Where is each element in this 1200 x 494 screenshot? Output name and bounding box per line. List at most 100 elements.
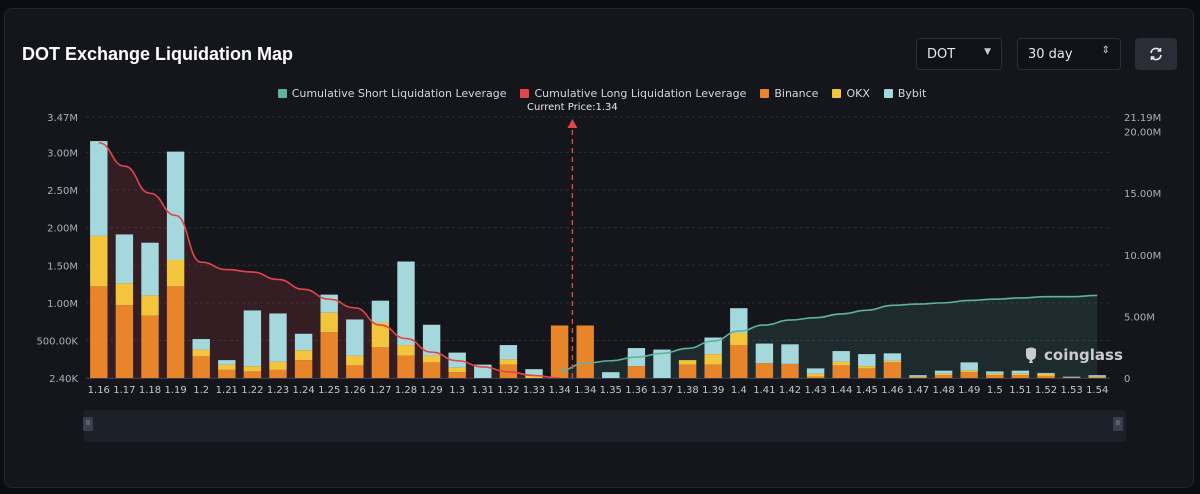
coin-select[interactable]: DOT ▼ <box>916 38 1002 70</box>
range-select[interactable]: 30 day ⇕ <box>1017 38 1121 70</box>
bar-binance <box>806 376 825 379</box>
zoom-handle-right[interactable]: II <box>1113 417 1123 431</box>
bar-bybit <box>115 234 134 284</box>
bar-bybit <box>986 371 1004 374</box>
bar-binance <box>448 372 466 379</box>
bar-okx <box>141 295 159 316</box>
bar-bybit <box>346 319 364 356</box>
refresh-button[interactable] <box>1135 38 1177 70</box>
bar-binance <box>1088 377 1106 379</box>
bar-okx <box>986 373 1004 376</box>
bar-bybit <box>397 261 415 346</box>
bar-binance <box>269 369 287 379</box>
bar-bybit <box>90 141 108 236</box>
legend-item[interactable]: OKX <box>832 87 870 100</box>
x-tick-label: 1.38 <box>676 385 698 396</box>
x-tick-label: 1.46 <box>881 385 903 396</box>
y-right-tick-label: 20.00M <box>1124 128 1161 139</box>
x-tick-label: 1.17 <box>113 385 135 396</box>
legend-swatch <box>277 89 287 98</box>
bar-binance <box>320 332 338 379</box>
legend-label: Bybit <box>897 87 927 100</box>
bar-binance <box>678 364 697 379</box>
page-title: DOT Exchange Liquidation Map <box>22 44 294 64</box>
bar-bybit <box>1062 376 1081 378</box>
x-tick-label: 1.39 <box>702 385 724 396</box>
x-tick-label: 1.41 <box>753 385 775 396</box>
bar-binance <box>858 368 876 379</box>
x-tick-label: 1.35 <box>600 385 622 396</box>
bar-okx <box>422 355 441 363</box>
y-left-tick-label: 500.00K <box>36 337 78 348</box>
sort-arrows-icon: ⇕ <box>1101 45 1110 56</box>
bar-binance <box>90 286 108 379</box>
x-tick-label: 1.54 <box>1086 385 1108 396</box>
bar-bybit <box>858 354 876 367</box>
chevron-down-icon: ▼ <box>984 47 991 57</box>
x-tick-label: 1.19 <box>164 385 186 396</box>
coin-select-value: DOT <box>927 47 956 62</box>
bar-bybit <box>934 370 953 374</box>
zoom-handle-left[interactable]: II <box>83 417 93 431</box>
bar-okx <box>90 235 108 287</box>
bar-binance <box>934 375 953 379</box>
bar-okx <box>115 283 134 306</box>
bar-binance <box>294 360 313 379</box>
bar-okx <box>525 375 543 379</box>
x-tick-label: 1.43 <box>804 385 826 396</box>
bar-okx <box>499 359 518 365</box>
x-tick-label: 1.37 <box>651 385 673 396</box>
bar-bybit <box>1037 372 1055 374</box>
bar-okx <box>1037 373 1055 376</box>
long-leverage-area <box>98 142 560 378</box>
bar-bybit <box>141 242 159 296</box>
bar-bybit <box>243 310 262 367</box>
bar-binance <box>755 363 774 379</box>
legend-item[interactable]: Bybit <box>883 87 927 100</box>
x-tick-label: 1.28 <box>395 385 417 396</box>
legend-item[interactable]: Cumulative Short Liquidation Leverage <box>277 87 507 100</box>
bar-bybit <box>218 360 236 365</box>
zoom-slider-track[interactable] <box>84 410 1126 442</box>
bar-okx <box>909 376 927 378</box>
legend-item[interactable]: Binance <box>760 87 818 100</box>
bar-bybit <box>371 300 390 323</box>
bar-bybit <box>499 345 518 360</box>
bar-binance <box>243 371 262 379</box>
bar-okx <box>806 373 825 377</box>
short-leverage-line <box>559 294 1098 372</box>
bar-binance <box>627 366 646 379</box>
x-tick-label: 1.44 <box>830 385 852 396</box>
bar-bybit <box>909 375 927 377</box>
x-tick-label: 1.2 <box>193 385 209 396</box>
bar-binance <box>1011 375 1030 379</box>
legend-item[interactable]: Cumulative Long Liquidation Leverage <box>520 87 746 100</box>
watermark-text: coinglass <box>1044 346 1123 364</box>
bar-binance <box>986 375 1004 379</box>
bar-okx <box>832 361 850 366</box>
x-tick-label: 1.32 <box>497 385 519 396</box>
bar-bybit <box>806 368 825 374</box>
legend-label: Cumulative Short Liquidation Leverage <box>291 87 507 100</box>
bar-bybit <box>883 353 902 361</box>
x-tick-label: 1.18 <box>139 385 161 396</box>
bar-bybit <box>192 339 210 350</box>
x-tick-label: 1.52 <box>1035 385 1057 396</box>
bar-binance <box>550 325 569 379</box>
y-left-tick-label: 1.00M <box>47 299 78 310</box>
x-tick-label: 1.29 <box>420 385 442 396</box>
bar-okx <box>397 345 415 356</box>
x-tick-label: 1.25 <box>318 385 340 396</box>
y-left-tick-label: 3.47M <box>47 113 78 124</box>
coinglass-watermark: coinglass <box>1022 346 1123 364</box>
long-leverage-line <box>98 141 560 379</box>
bar-binance <box>883 362 902 379</box>
chart-legend: Cumulative Short Liquidation Leverage Cum… <box>0 87 1200 100</box>
bar-binance <box>1037 375 1055 379</box>
x-tick-label: 1.27 <box>369 385 391 396</box>
x-tick-label: 1.4 <box>731 385 747 396</box>
bar-binance <box>371 347 390 379</box>
bar-binance <box>1062 377 1081 379</box>
bar-okx <box>704 354 722 365</box>
